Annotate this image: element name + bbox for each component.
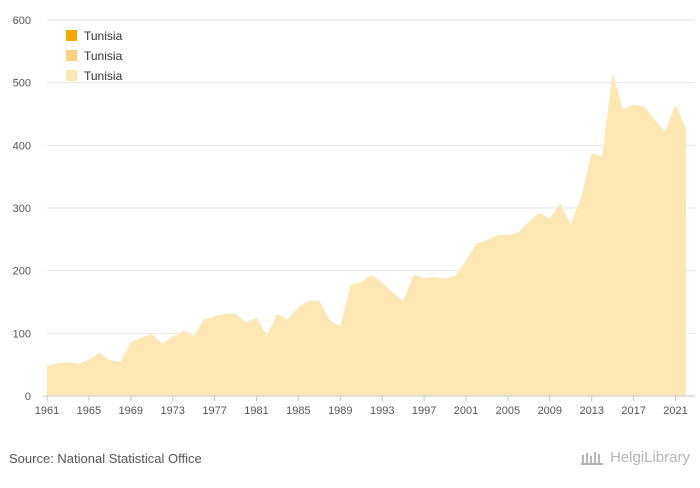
x-tick-label: 2013 — [579, 405, 603, 417]
x-tick-label: 2017 — [621, 405, 645, 417]
x-tick-label: 2009 — [538, 405, 562, 417]
legend-label[interactable]: Tunisia — [84, 49, 123, 63]
x-tick-label: 1993 — [370, 405, 394, 417]
area-series — [47, 73, 686, 397]
y-tick-label: 200 — [13, 266, 31, 278]
legend-swatch — [66, 50, 77, 61]
legend-swatch — [66, 30, 77, 41]
x-tick-label: 1989 — [328, 405, 352, 417]
brand-name: HelgiLibrary — [609, 449, 690, 466]
y-tick-label: 500 — [13, 78, 31, 90]
x-tick-label: 2001 — [454, 405, 478, 417]
x-tick-label: 1997 — [412, 405, 436, 417]
source-note: Source: National Statistical Office — [9, 451, 202, 466]
x-tick-label: 1973 — [160, 405, 184, 417]
legend-label[interactable]: Tunisia — [84, 69, 123, 83]
legend: Tunisia Tunisia Tunisia — [66, 29, 123, 83]
y-tick-label: 300 — [13, 203, 31, 215]
area-series-2[interactable] — [47, 73, 686, 397]
x-tick-label: 1985 — [286, 405, 310, 417]
brand-logo[interactable]: HelgiLibrary — [580, 449, 690, 466]
legend-label[interactable]: Tunisia — [84, 29, 123, 43]
y-tick-label: 400 — [13, 140, 31, 152]
x-tick-label: 1977 — [202, 405, 226, 417]
x-tick-label: 1969 — [119, 405, 143, 417]
x-tick-label: 1965 — [77, 405, 101, 417]
x-tick-label: 1961 — [35, 405, 59, 417]
y-tick-label: 0 — [25, 391, 31, 403]
x-tick-label: 1981 — [244, 405, 268, 417]
x-tick-label: 2021 — [663, 405, 687, 417]
y-tick-label: 600 — [13, 15, 31, 27]
legend-swatch — [66, 70, 77, 81]
axes: 0 100 200 300 400 500 600 1961 1965 1969 1973 1977 1… — [13, 15, 695, 417]
x-tick-label: 2005 — [496, 405, 520, 417]
y-tick-label: 100 — [13, 328, 31, 340]
library-icon — [580, 451, 603, 465]
